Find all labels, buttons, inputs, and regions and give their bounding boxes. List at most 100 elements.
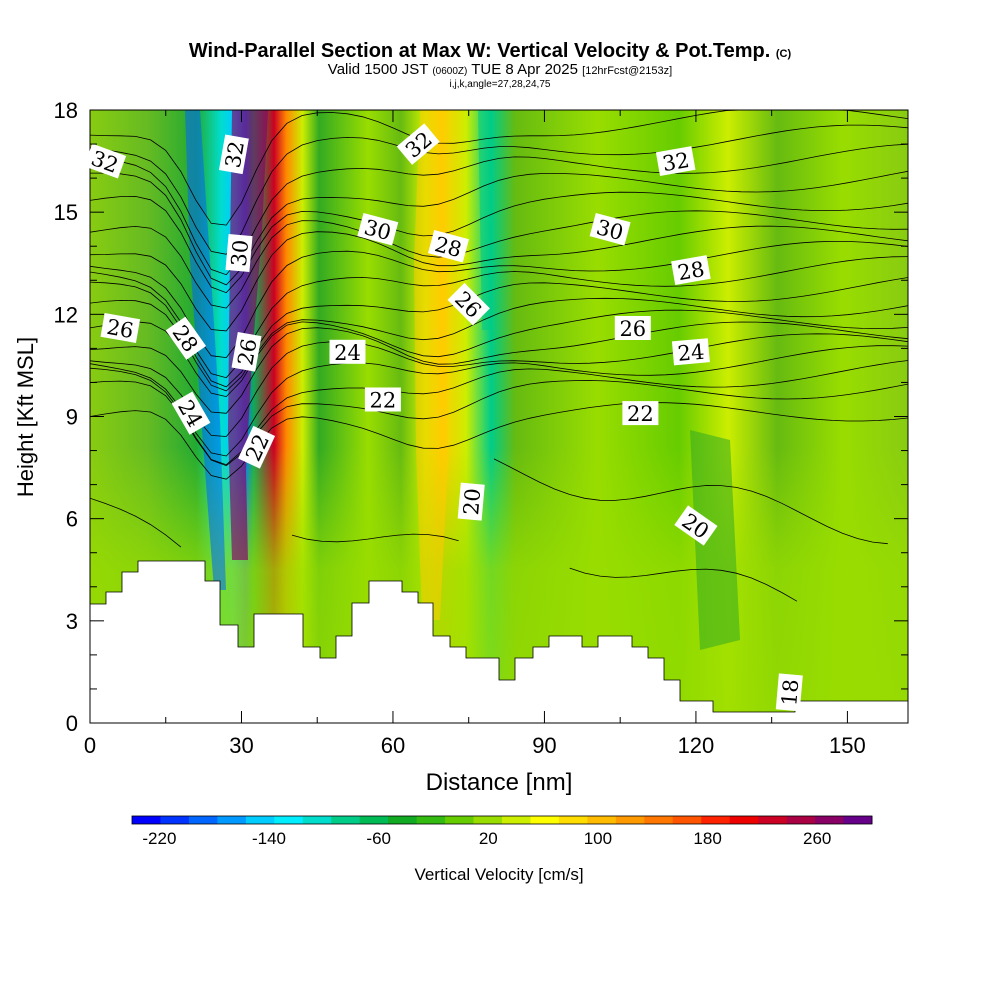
contour-label: 32 <box>655 146 696 176</box>
contour-label-text: 22 <box>370 389 397 413</box>
plot-area <box>90 110 908 723</box>
green-band <box>690 430 740 650</box>
contour-label-text: 26 <box>105 315 135 343</box>
contour-label-box <box>231 331 262 372</box>
velocity-field-lower <box>90 110 908 723</box>
contour-label-box <box>674 505 718 546</box>
theta-contour <box>90 124 908 255</box>
x-axis-label: Distance [nm] <box>426 769 573 796</box>
colorbar-swatch <box>644 816 674 824</box>
theta-contour <box>90 380 908 467</box>
colorbar-swatch <box>388 816 418 824</box>
contour-label-box <box>447 282 490 326</box>
terrain <box>90 560 908 723</box>
contour-label-text: 18 <box>777 678 803 707</box>
contour-label-box <box>671 255 711 286</box>
theta-contour <box>90 170 908 286</box>
colorbar-swatch <box>331 816 361 824</box>
colorbar-swatch <box>473 816 503 824</box>
x-tick-label: 60 <box>381 733 405 758</box>
contour-label: 32 <box>218 134 249 175</box>
contour-label-box <box>622 401 659 426</box>
theta-contour <box>569 567 798 602</box>
contour-label-box <box>775 673 803 712</box>
downdraft-core <box>185 110 226 590</box>
contour-label: 22 <box>622 401 659 426</box>
colorbar-tick-label: 180 <box>693 829 721 848</box>
contour-label-text: 28 <box>676 257 706 285</box>
colorbar-swatch <box>245 816 275 824</box>
grid-line: i,j,k,angle=27,28,24,75 <box>450 79 551 90</box>
colorbar-swatch <box>786 816 816 824</box>
y-tick-label: 12 <box>54 302 78 327</box>
contour-label: 24 <box>329 339 366 365</box>
valid-line: Valid 1500 JST (0600Z) TUE 8 Apr 2025 [1… <box>328 61 672 78</box>
contour-label-box <box>457 482 485 521</box>
colorbar-tick-label: -140 <box>252 829 286 848</box>
contour-label-box <box>171 391 211 435</box>
colorbar-frame <box>131 815 873 825</box>
theta-contour <box>90 402 908 480</box>
contour-label-box <box>100 313 141 343</box>
colorbar-tick-label: -220 <box>142 829 176 848</box>
colorbar: -220 -140 -60 20 100 180 260 <box>131 815 873 848</box>
upper-downdraft <box>478 110 492 330</box>
theta-contour <box>90 497 182 548</box>
colorbar-label: Vertical Velocity [cm/s] <box>414 865 583 884</box>
contour-label-text: 32 <box>221 139 249 169</box>
contour-label: 18 <box>775 673 803 712</box>
colorbar-swatch <box>502 816 531 824</box>
y-tick-label: 9 <box>66 405 78 430</box>
colorbar-swatch <box>132 816 161 824</box>
contour-label-box <box>165 316 207 360</box>
contour-label-text: 32 <box>661 148 691 176</box>
y-axis-label: Height [Kft MSL] <box>13 337 38 497</box>
colorbar-swatch <box>558 816 588 824</box>
theta-contour <box>90 321 908 414</box>
contour-label-box <box>671 338 710 366</box>
contour-label-text: 26 <box>233 337 261 367</box>
theta-contour <box>90 143 908 276</box>
colorbar-swatch <box>615 816 645 824</box>
contour-label: 26 <box>231 331 262 372</box>
colorbar-tick-label: 20 <box>479 829 498 848</box>
theta-contour <box>90 277 908 388</box>
contour-label-text: 24 <box>334 341 361 365</box>
contour-label: 26 <box>614 316 651 341</box>
contour-label-box <box>329 339 366 364</box>
x-tick-label: 0 <box>84 733 96 758</box>
contour-label-text: 30 <box>227 239 253 268</box>
chart-title: Wind-Parallel Section at Max W: Vertical… <box>189 40 792 62</box>
contour-label: 22 <box>364 387 401 413</box>
contour-label-text: 20 <box>459 487 485 516</box>
colorbar-swatch <box>302 816 332 824</box>
theta-contour <box>90 297 908 392</box>
contour-label: 24 <box>671 338 710 366</box>
contour-label: 28 <box>671 255 711 286</box>
colorbar-swatch <box>359 816 389 824</box>
theta-contours <box>90 110 908 602</box>
title-mark: (C) <box>776 48 792 60</box>
colorbar-swatch <box>587 816 617 824</box>
colorbar-swatch <box>843 816 873 824</box>
contour-label-box <box>396 123 440 165</box>
theta-contour <box>90 256 908 379</box>
y-tick-label: 6 <box>66 507 78 532</box>
contour-label-text: 26 <box>619 317 646 341</box>
contour-label: 30 <box>589 212 631 246</box>
contour-label-box <box>357 212 399 246</box>
colorbar-swatch <box>274 816 304 824</box>
contour-label-text: 22 <box>627 402 654 426</box>
theta-contour <box>90 210 908 309</box>
colorbar-swatch <box>445 816 475 824</box>
y-tick-label: 15 <box>54 200 78 225</box>
contour-label-text: 24 <box>677 340 706 366</box>
theta-contour <box>90 360 908 466</box>
contour-label: 20 <box>457 482 485 521</box>
x-tick-label: 150 <box>829 733 866 758</box>
theta-contour <box>90 225 908 332</box>
colorbar-swatch <box>729 816 759 824</box>
theta-contour <box>90 240 908 359</box>
